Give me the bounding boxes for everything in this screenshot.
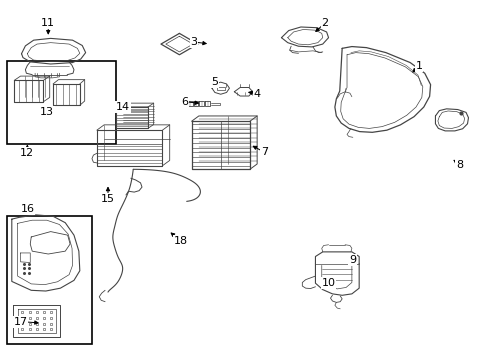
Text: 9: 9	[349, 255, 356, 265]
Text: 3: 3	[191, 37, 197, 47]
Text: 16: 16	[21, 204, 34, 214]
Text: 10: 10	[321, 278, 336, 288]
Bar	[7, 61, 116, 144]
Text: 17: 17	[14, 317, 27, 327]
Text: 6: 6	[181, 97, 188, 107]
Text: 18: 18	[174, 236, 188, 246]
Text: 2: 2	[321, 18, 329, 28]
Text: 15: 15	[101, 194, 115, 203]
Text: 7: 7	[261, 147, 268, 157]
Text: 8: 8	[456, 160, 464, 170]
Text: 11: 11	[41, 18, 55, 28]
Text: 13: 13	[40, 107, 54, 117]
Text: 4: 4	[254, 89, 261, 99]
Bar	[7, 216, 92, 344]
Text: 5: 5	[211, 77, 218, 87]
Text: 12: 12	[20, 148, 34, 158]
Text: 14: 14	[116, 102, 130, 112]
Text: 1: 1	[416, 61, 422, 71]
